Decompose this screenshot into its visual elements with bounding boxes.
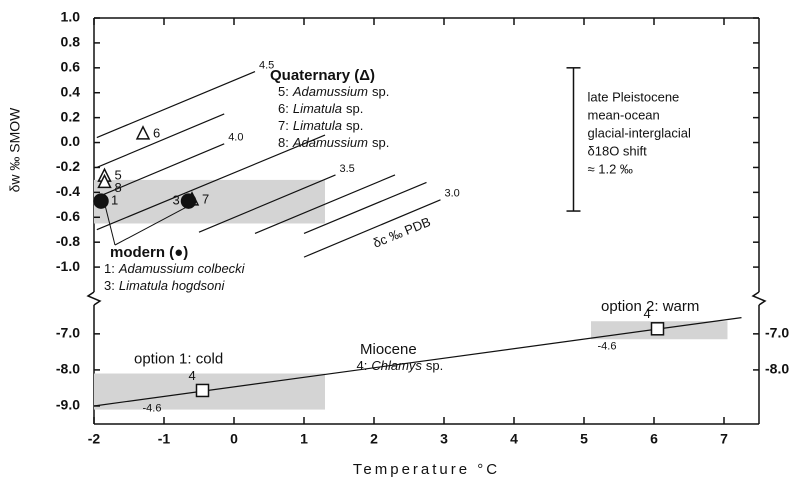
legend-entry-part: sp.: [426, 358, 443, 373]
x-tick-label: 1: [300, 431, 308, 447]
y2-tick-label: -7.0: [765, 325, 789, 341]
y2-tick-label: -8.0: [765, 361, 789, 377]
line-label: Miocene: [360, 341, 417, 358]
shift-text: glacial-interglacial: [588, 125, 691, 140]
isoline-label: 3.0: [445, 188, 460, 200]
isoline: [96, 134, 326, 231]
leader-line: [114, 206, 187, 246]
point-label: 6: [153, 125, 160, 140]
y-tick-label: 0.2: [61, 108, 81, 124]
legend-entry-part: Chlamys: [371, 358, 422, 373]
point: [97, 173, 112, 189]
y-tick-label: 0.6: [61, 59, 81, 75]
y-tick-label: -7.0: [56, 325, 80, 341]
legend-entry-part: sp.: [372, 84, 389, 99]
legend-entry-part: sp.: [346, 101, 363, 116]
isoline: [96, 143, 225, 198]
x-tick-label: 0: [230, 431, 238, 447]
point: [180, 193, 197, 209]
legend-entry: 7: Limatula sp.: [278, 118, 363, 133]
isoline: [303, 181, 427, 235]
shift-text: ≈ 1.2 ‰: [588, 161, 633, 176]
x-axis-label: Temperature °C: [353, 461, 500, 478]
legend-entry: 1: Adamussium colbecki: [104, 261, 246, 276]
legend-entry-part: 8:: [278, 135, 289, 150]
isoline: [254, 174, 396, 235]
isoline: [198, 174, 336, 233]
legend-entry-part: Adamussium colbecki: [118, 261, 246, 276]
range-label: option 2: warm: [601, 298, 699, 315]
point-label: 3: [173, 193, 180, 208]
x-tick-label: 4: [510, 431, 518, 447]
y-tick-label: 0.0: [61, 133, 81, 149]
y-tick-label: 0.8: [61, 34, 81, 50]
x-tick-label: 7: [720, 431, 728, 447]
isoline-label: 4.5: [259, 59, 274, 71]
isoline-label: -4.6: [143, 402, 162, 414]
x-tick-label: 5: [580, 431, 588, 447]
y-tick-label: -8.0: [56, 361, 80, 377]
y-tick-label: -0.4: [56, 183, 80, 199]
point-label: 1: [111, 193, 118, 208]
point-label: 4: [189, 368, 196, 383]
x-tick-label: 6: [650, 431, 658, 447]
y-tick-label: -0.8: [56, 233, 80, 249]
legend-title: Quaternary (Δ): [270, 67, 375, 84]
range-label: option 1: cold: [134, 350, 223, 367]
legend-entry-part: Limatula: [293, 101, 342, 116]
y-tick-label: 0.4: [61, 83, 81, 99]
axis-break-marks: [86, 291, 767, 306]
legend-entry-part: 5:: [278, 84, 289, 99]
point-label: 7: [202, 191, 209, 206]
legend-entry-part: Adamussium: [292, 135, 368, 150]
point: [93, 193, 109, 209]
legend-entry: 5: Adamussium sp.: [278, 84, 389, 99]
point-label: 5: [115, 168, 122, 183]
y-tick-label: 1.0: [61, 9, 81, 25]
isoline-title: δc ‰ PDB: [371, 214, 433, 251]
isoline: [303, 199, 441, 258]
point-label: 4: [644, 306, 651, 321]
shift-text: mean-ocean: [588, 107, 660, 122]
legend-title: modern (●): [110, 244, 188, 261]
leader-line: [104, 204, 116, 246]
legend-entry-part: Adamussium: [292, 84, 368, 99]
legend-entry-part: 6:: [278, 101, 289, 116]
x-tick-label: -1: [158, 431, 171, 447]
point: [135, 125, 151, 140]
legend-entry-part: 1:: [104, 261, 115, 276]
legend-entry: 3: Limatula hogdsoni: [104, 278, 225, 293]
isoline-label: 3.5: [340, 163, 355, 175]
legend-entry-part: sp.: [372, 135, 389, 150]
legend-entry-part: Limatula: [293, 118, 342, 133]
x-tick-label: 2: [370, 431, 378, 447]
legend-entry: 6: Limatula sp.: [278, 101, 363, 116]
y-tick-label: -9.0: [56, 397, 80, 413]
point: [195, 383, 210, 398]
point-label: 8: [115, 180, 122, 195]
shaded-range: [94, 179, 325, 224]
shift-text: δ18O shift: [588, 143, 648, 158]
legend-entry: 8: Adamussium sp.: [278, 135, 389, 150]
point: [650, 322, 665, 336]
y-axis-label: δw ‰ SMOW: [7, 107, 23, 193]
isoline-label: -4.6: [598, 341, 617, 353]
shift-text: late Pleistocene: [588, 89, 680, 104]
y-tick-label: -0.6: [56, 208, 80, 224]
x-tick-label: -2: [88, 431, 101, 447]
isoline: [96, 113, 225, 169]
isoline: [96, 71, 256, 139]
legend-entry-part: 4:: [357, 358, 368, 373]
legend-entry-part: Limatula hogdsoni: [119, 278, 226, 293]
isoline-label: 4.0: [228, 132, 243, 144]
x-tick-label: 3: [440, 431, 448, 447]
legend-entry-part: 3:: [104, 278, 115, 293]
legend-entry: 4: Chlamys sp.: [357, 358, 444, 373]
legend-entry-part: 7:: [278, 118, 289, 133]
y-tick-label: -0.2: [56, 158, 80, 174]
y-tick-label: -1.0: [56, 258, 80, 274]
legend-entry-part: sp.: [346, 118, 363, 133]
